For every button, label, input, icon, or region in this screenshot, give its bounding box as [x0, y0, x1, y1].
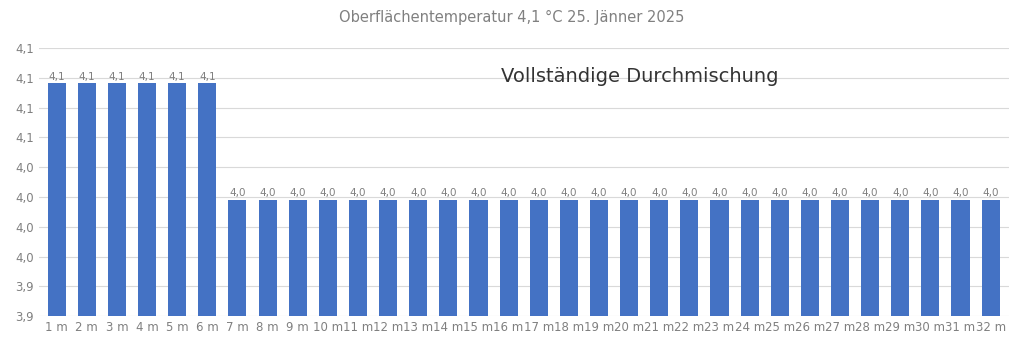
Bar [78, 83, 96, 316]
Text: 4,0: 4,0 [560, 188, 578, 198]
Bar [922, 200, 939, 316]
Text: 4,0: 4,0 [802, 188, 818, 198]
Text: 4,0: 4,0 [862, 188, 879, 198]
Text: 4,0: 4,0 [892, 188, 908, 198]
Bar [801, 200, 819, 316]
Text: 4,0: 4,0 [771, 188, 788, 198]
Text: 4,0: 4,0 [591, 188, 607, 198]
Bar [379, 200, 397, 316]
Bar [439, 200, 458, 316]
Text: 4,0: 4,0 [470, 188, 486, 198]
Bar [560, 200, 578, 316]
Bar [168, 83, 186, 316]
Text: 4,0: 4,0 [831, 188, 848, 198]
Bar [861, 200, 880, 316]
Bar [891, 200, 909, 316]
Text: 4,0: 4,0 [741, 188, 758, 198]
Bar [529, 200, 548, 316]
Text: 4,0: 4,0 [982, 188, 998, 198]
Bar [680, 200, 698, 316]
Text: 4,0: 4,0 [923, 188, 939, 198]
Text: 4,0: 4,0 [410, 188, 426, 198]
Bar [318, 200, 337, 316]
Bar [771, 200, 788, 316]
Text: 4,1: 4,1 [169, 72, 185, 82]
Text: 4,0: 4,0 [952, 188, 969, 198]
Text: 4,0: 4,0 [380, 188, 396, 198]
Text: 4,0: 4,0 [440, 188, 457, 198]
Bar [590, 200, 608, 316]
Text: 4,0: 4,0 [319, 188, 336, 198]
Text: 4,1: 4,1 [79, 72, 95, 82]
Bar [349, 200, 367, 316]
Bar [289, 200, 307, 316]
Text: 4,0: 4,0 [259, 188, 275, 198]
Text: 4,0: 4,0 [651, 188, 668, 198]
Text: 4,0: 4,0 [229, 188, 246, 198]
Bar [258, 200, 276, 316]
Text: 4,0: 4,0 [350, 188, 367, 198]
Text: 4,1: 4,1 [109, 72, 125, 82]
Bar [740, 200, 759, 316]
Text: 4,1: 4,1 [48, 72, 65, 82]
Text: 4,1: 4,1 [139, 72, 156, 82]
Bar [621, 200, 638, 316]
Bar [951, 200, 970, 316]
Bar [500, 200, 518, 316]
Bar [410, 200, 427, 316]
Text: 4,1: 4,1 [199, 72, 216, 82]
Bar [469, 200, 487, 316]
Bar [650, 200, 669, 316]
Bar [830, 200, 849, 316]
Bar [108, 83, 126, 316]
Text: 4,0: 4,0 [621, 188, 637, 198]
Text: Vollständige Durchmischung: Vollständige Durchmischung [502, 67, 779, 86]
Bar [48, 83, 66, 316]
Text: 4,0: 4,0 [712, 188, 728, 198]
Text: 4,0: 4,0 [681, 188, 697, 198]
Bar [711, 200, 728, 316]
Text: 4,0: 4,0 [290, 188, 306, 198]
Text: 4,0: 4,0 [501, 188, 517, 198]
Bar [199, 83, 216, 316]
Bar [228, 200, 247, 316]
Text: 4,0: 4,0 [530, 188, 547, 198]
Bar [982, 200, 999, 316]
Text: Oberflächentemperatur 4,1 °C 25. Jänner 2025: Oberflächentemperatur 4,1 °C 25. Jänner … [339, 10, 685, 25]
Bar [138, 83, 156, 316]
